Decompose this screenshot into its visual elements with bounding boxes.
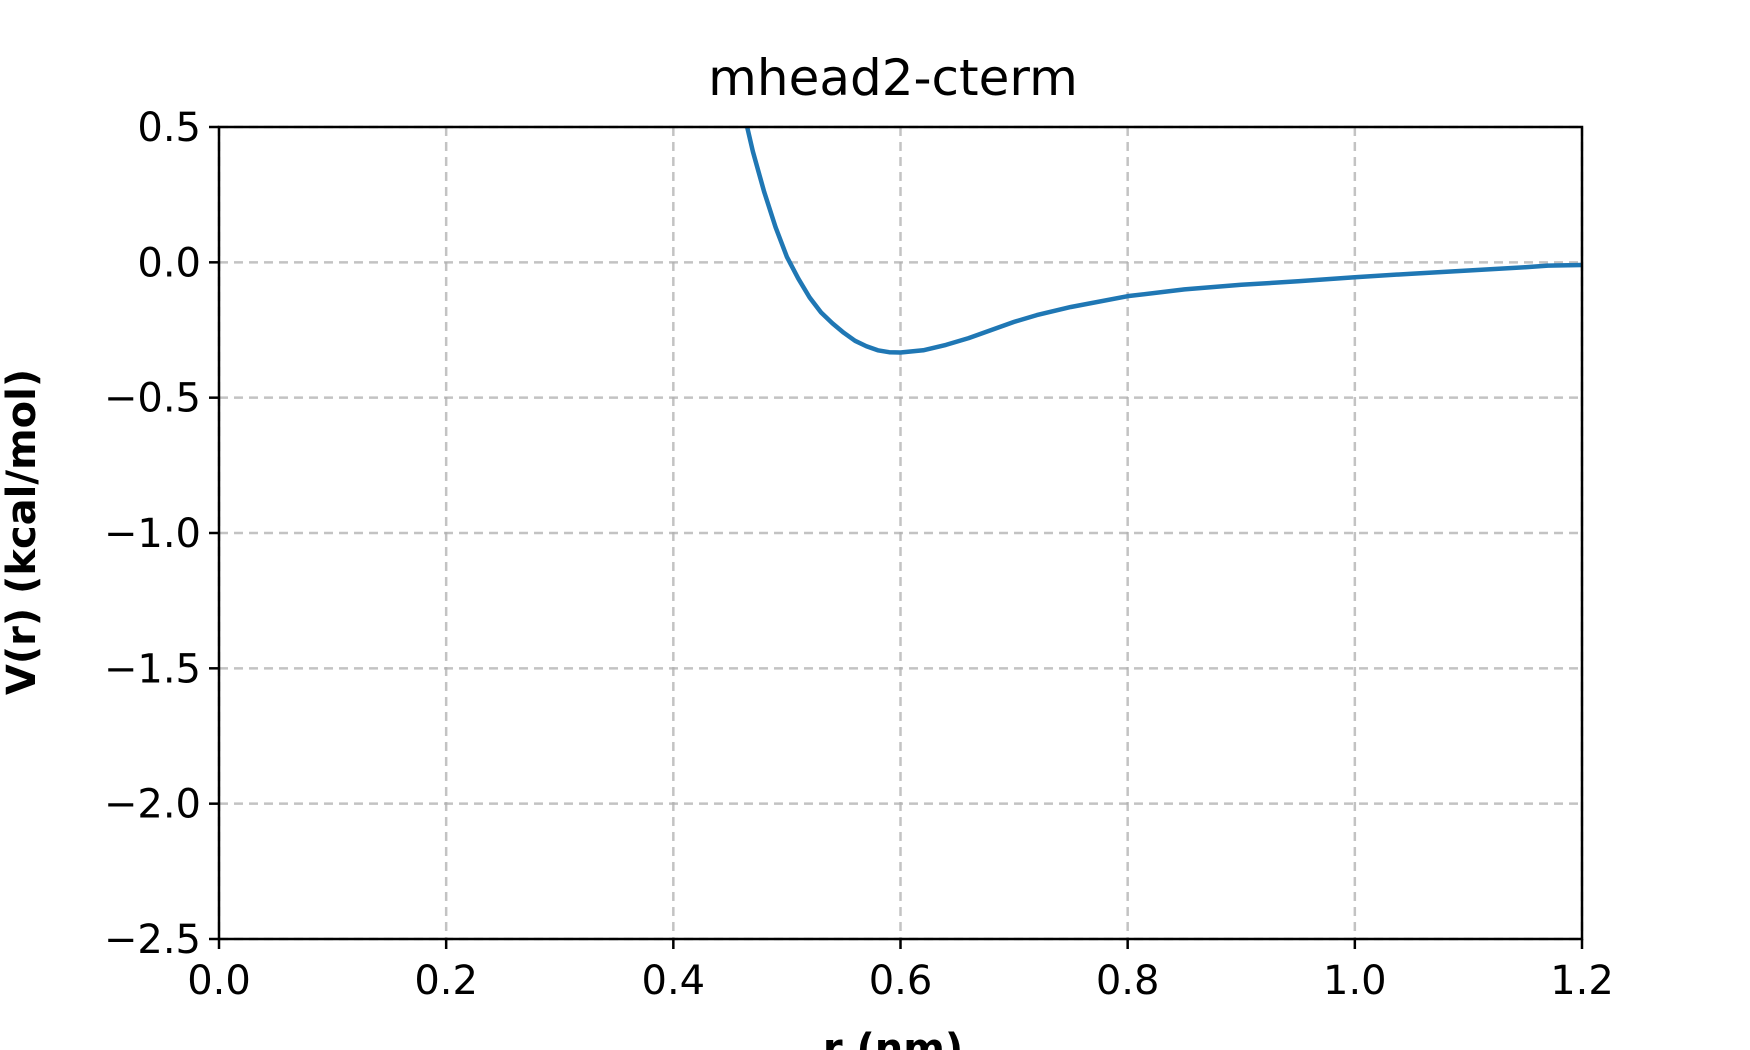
x-tick-label: 0.0 [187,958,251,1004]
series-lines [744,127,1582,355]
x-tick-label: 1.2 [1550,958,1614,1004]
series-line [744,127,1582,355]
y-tick-label: −0.5 [104,376,201,422]
x-tick-label: 0.6 [869,958,933,1004]
y-axis-label: V(r) (kcal/mol) [0,369,45,695]
grid-lines [217,125,1584,941]
x-tick-label: 0.4 [642,958,706,1004]
ticks: 0.0 0.2 0.4 0.6 0.8 1.0 1.2 0.5 0.0 −0.5 −1.0 −1.5 −… [104,105,1614,1004]
y-tick-label: 0.5 [137,105,201,151]
x-axis-label: r (nm) [823,1026,963,1050]
y-tick-label: −2.0 [104,782,201,828]
x-tick-label: 1.0 [1323,958,1387,1004]
y-tick-label: −1.5 [104,646,201,692]
x-tick-label: 0.2 [414,958,478,1004]
x-tick-label: 0.8 [1096,958,1160,1004]
y-tick-label: −1.0 [104,511,201,557]
chart-title: mhead2-cterm [708,49,1078,107]
y-tick-label: −2.5 [104,917,201,963]
y-tick-label: 0.0 [137,240,201,286]
